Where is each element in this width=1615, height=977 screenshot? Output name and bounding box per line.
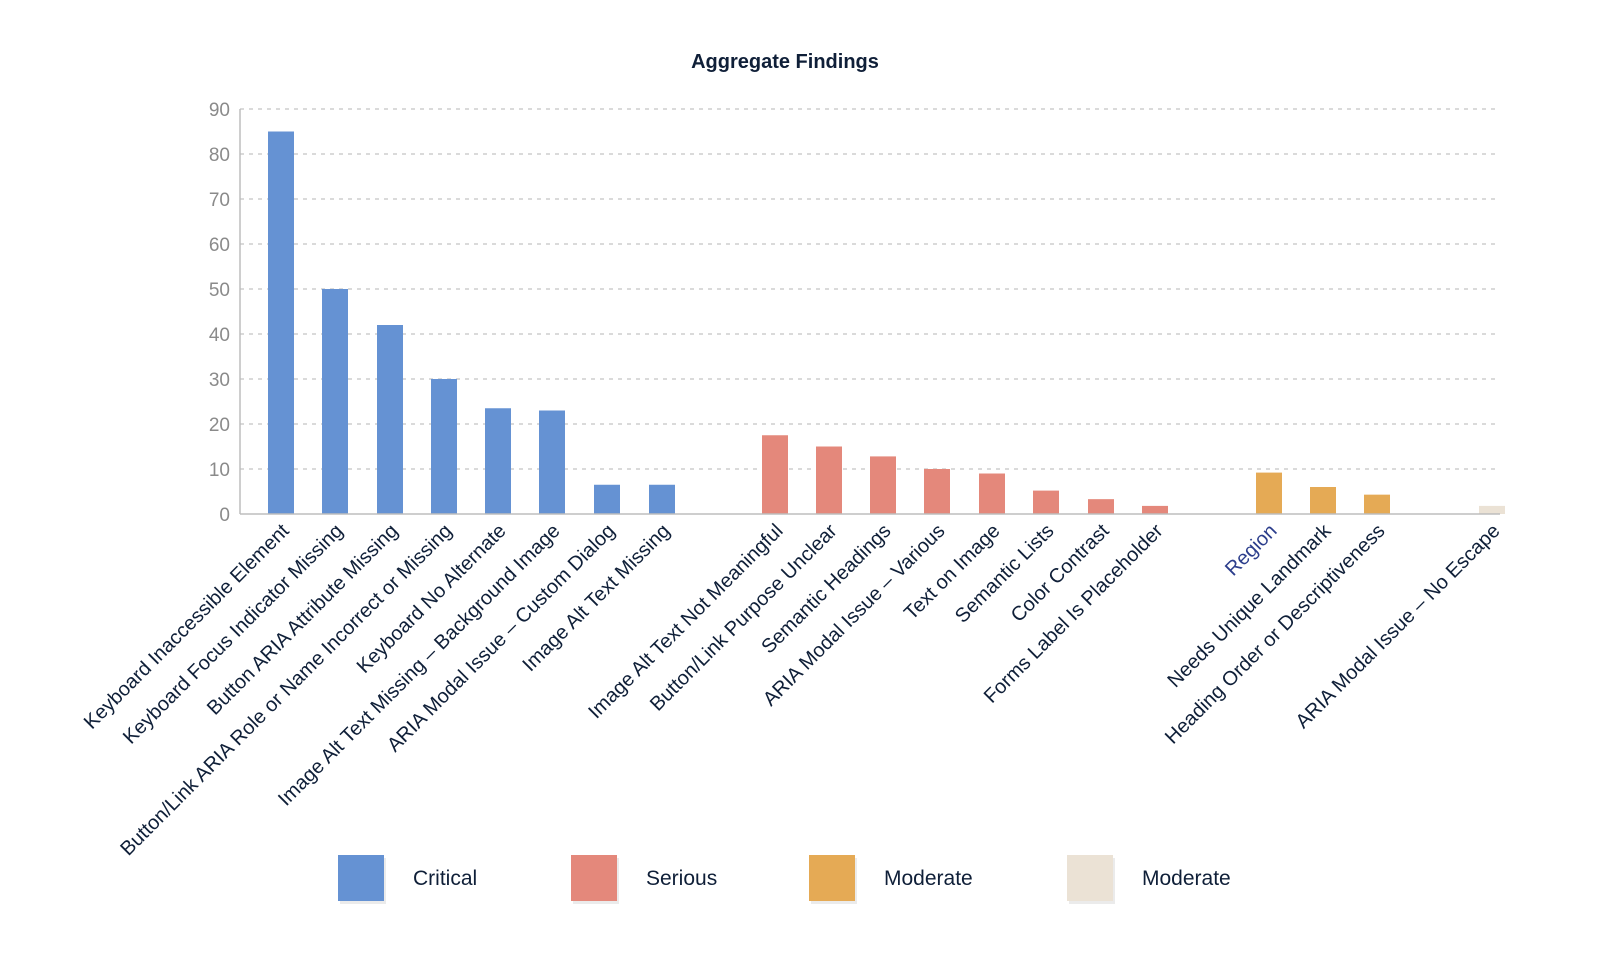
y-tick-label: 70	[209, 190, 230, 211]
y-axis-ticks: 0 10 20 30 40 50 60 70 80 90	[209, 100, 230, 526]
y-tick-label: 90	[209, 100, 230, 121]
y-tick-label: 80	[209, 145, 230, 166]
bar-semantic-lists	[1033, 490, 1059, 514]
y-tick-label: 60	[209, 235, 230, 256]
legend: Critical Serious Moderate Moderate	[338, 855, 1231, 904]
legend-item-serious: Serious	[571, 855, 717, 904]
legend-item-critical: Critical	[338, 855, 477, 904]
legend-item-moderate: Moderate	[1067, 855, 1231, 904]
y-tick-label: 10	[209, 460, 230, 481]
axes	[239, 109, 1500, 515]
x-tick-label: ARIA Modal Issue – No Escape	[1292, 520, 1505, 733]
bar-keyboard-inaccessible-element	[268, 131, 294, 514]
bars	[268, 131, 1505, 514]
bar-aria-modal-issue-no-escape	[1479, 505, 1505, 514]
legend-label: Critical	[413, 867, 477, 890]
y-tick-label: 30	[209, 370, 230, 391]
bar-keyboard-no-alternate	[485, 408, 511, 514]
y-tick-label: 20	[209, 415, 230, 436]
legend-swatch	[1067, 855, 1113, 901]
x-tick-label: Image Alt Text Not Meaningful	[584, 520, 787, 723]
legend-item-moderate: Moderate	[809, 855, 973, 904]
bar-text-on-image	[979, 473, 1005, 514]
chart-title: Aggregate Findings	[691, 51, 879, 73]
bar-region	[1256, 472, 1282, 514]
legend-label: Moderate	[1142, 867, 1231, 890]
bar-button-aria-attribute-missing	[377, 325, 403, 514]
y-tick-label: 50	[209, 280, 230, 301]
bar-image-alt-text-missing	[649, 484, 675, 514]
legend-label: Serious	[646, 867, 717, 890]
bar-aria-modal-issue-custom-dialog	[594, 484, 620, 514]
bar-button-link-aria-role-or-name-incorrect-or-missing	[431, 379, 457, 514]
y-tick-label: 40	[209, 325, 230, 346]
bar-heading-order-or-descriptiveness	[1364, 494, 1390, 514]
bar-color-contrast	[1088, 499, 1114, 514]
bar-aria-modal-issue-various	[924, 469, 950, 514]
bar-image-alt-text-not-meaningful	[762, 435, 788, 514]
bar-needs-unique-landmark	[1310, 487, 1336, 514]
x-tick-label: Semantic Lists	[951, 520, 1059, 628]
x-tick-label: Keyboard Focus Indicator Missing	[119, 520, 348, 749]
y-tick-label: 0	[219, 505, 230, 526]
x-tick-label: Heading Order or Descriptiveness	[1161, 520, 1390, 749]
legend-label: Moderate	[884, 867, 973, 890]
x-tick-label: Text on Image	[900, 520, 1004, 624]
bar-semantic-headings	[870, 456, 896, 514]
legend-swatch	[809, 855, 855, 901]
bar-button-link-purpose-unclear	[816, 446, 842, 514]
legend-swatch	[338, 855, 384, 901]
bar-keyboard-focus-indicator-missing	[322, 289, 348, 514]
legend-swatch	[571, 855, 617, 901]
bar-forms-label-is-placeholder	[1142, 505, 1168, 514]
gridlines	[240, 108, 1500, 470]
bar-image-alt-text-missing-background-image	[539, 410, 565, 514]
